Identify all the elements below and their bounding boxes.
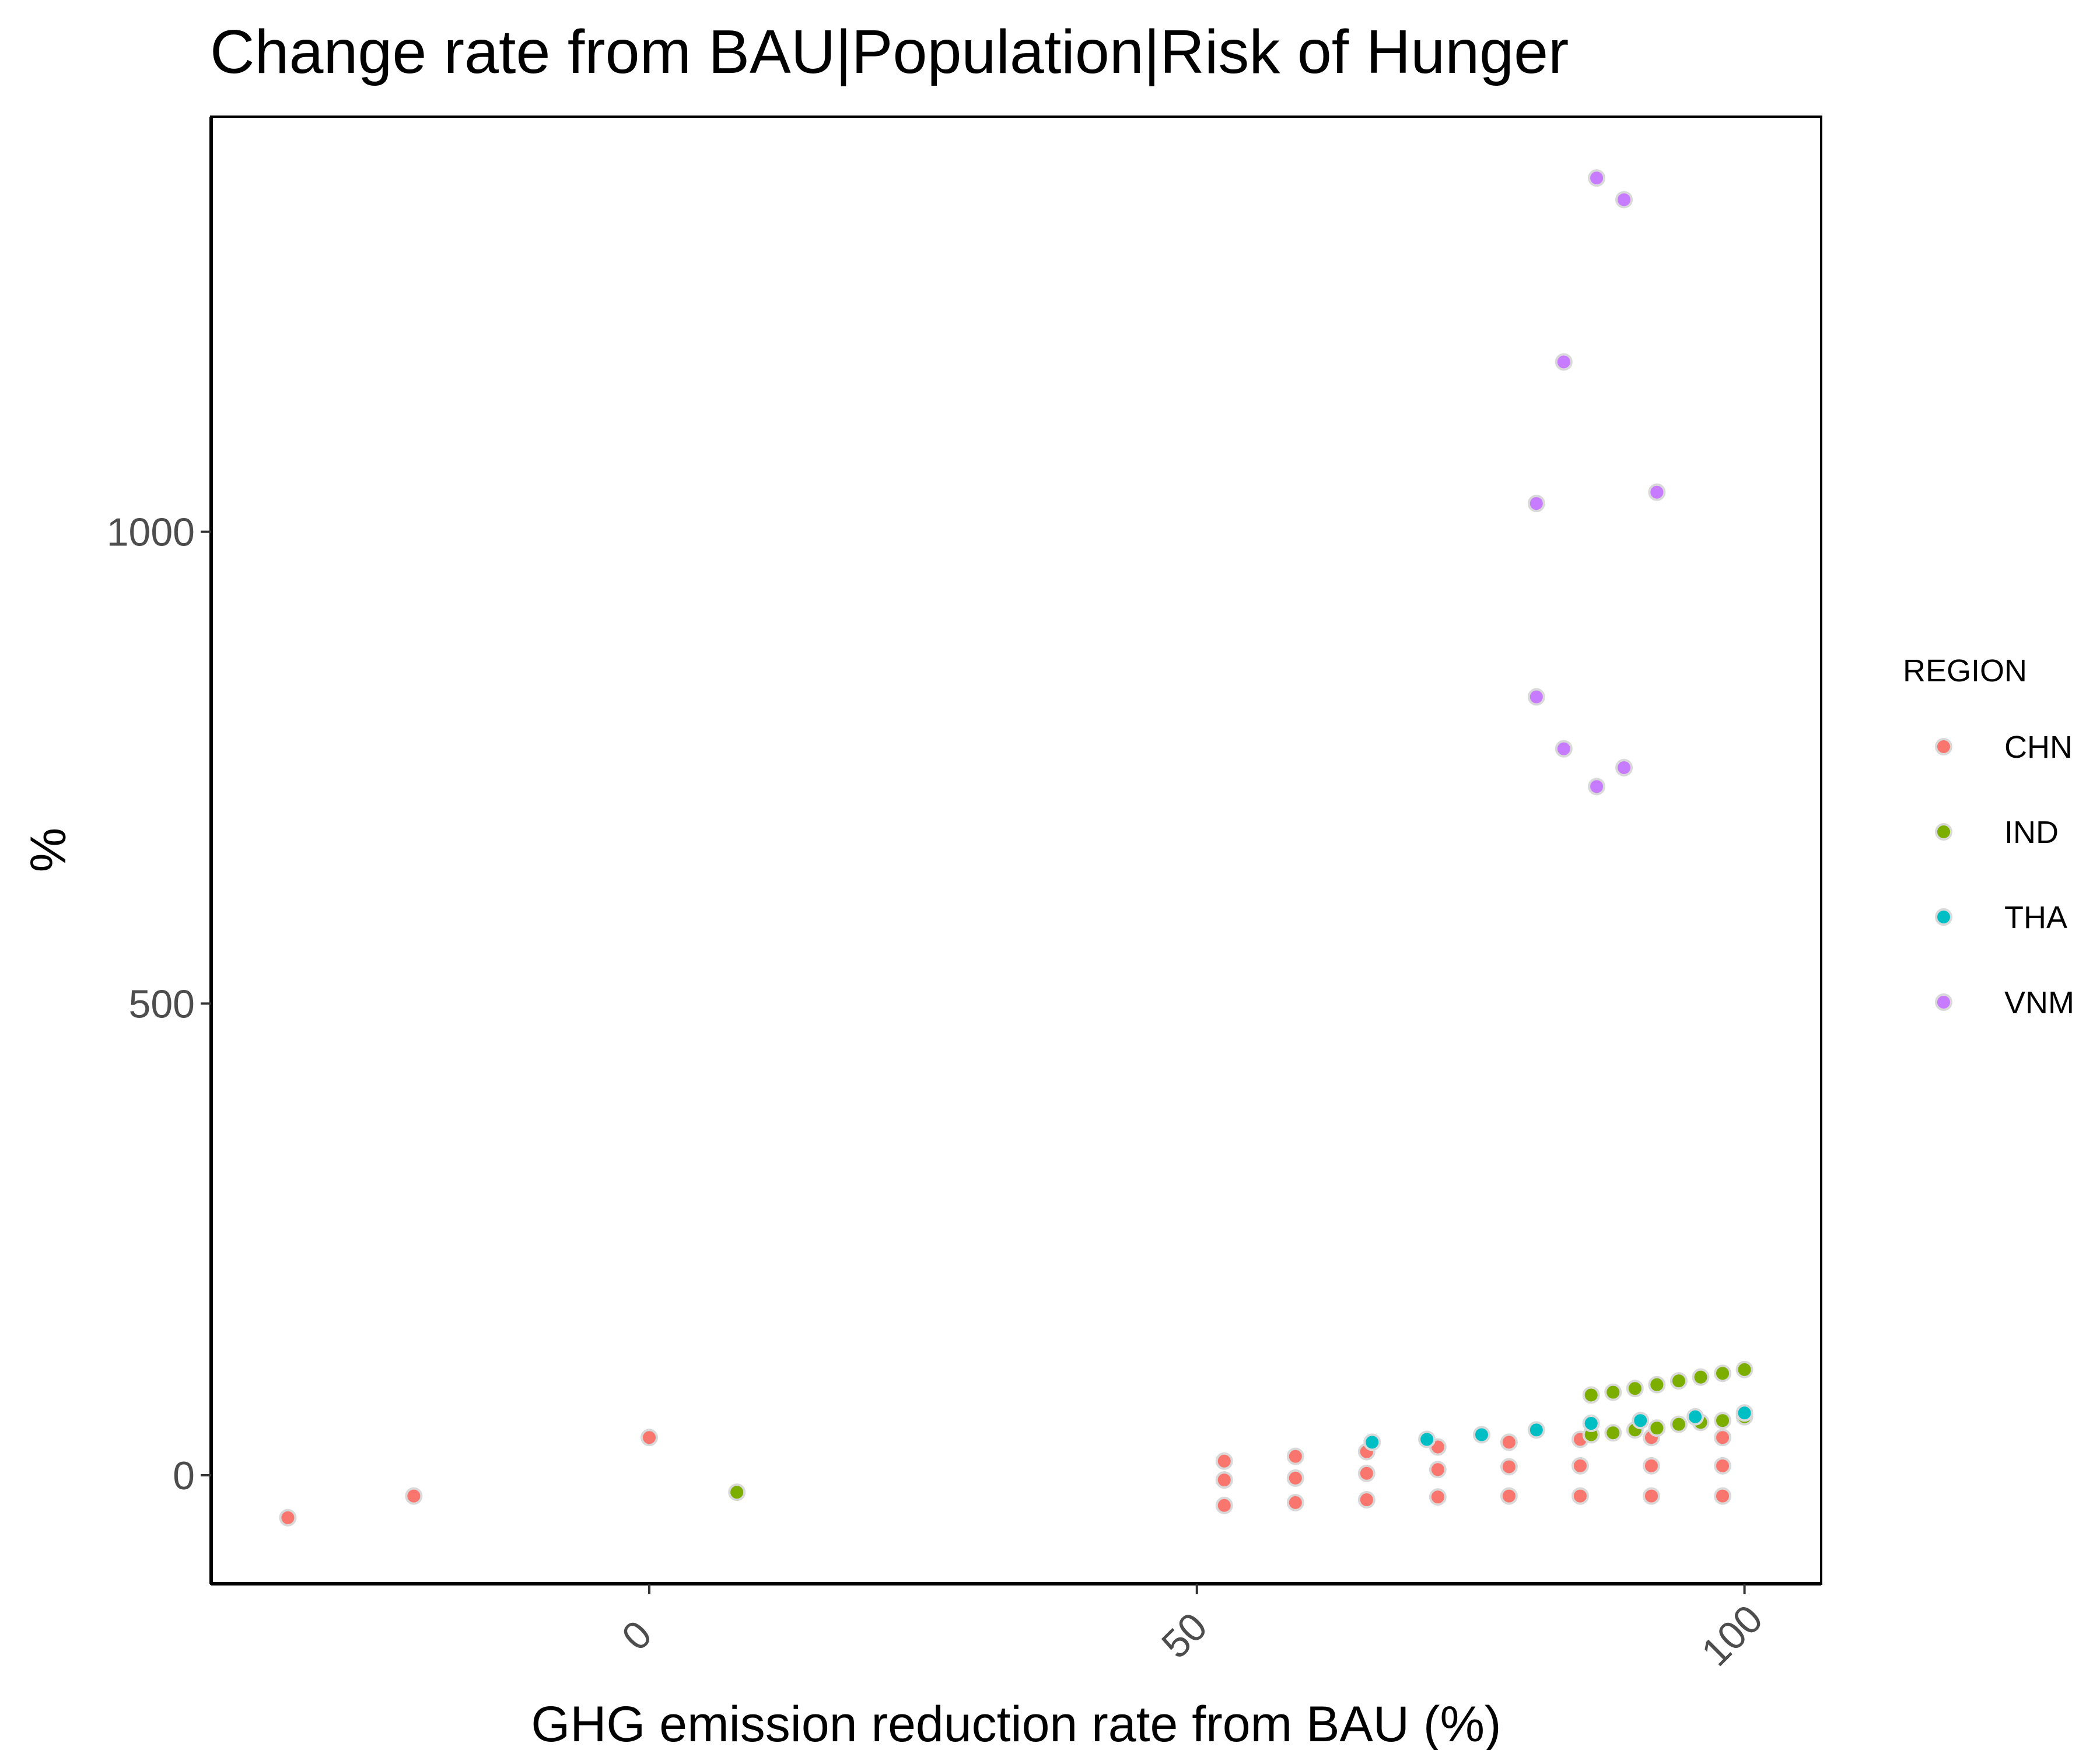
- data-points: [279, 169, 1754, 1527]
- data-point: [1472, 1426, 1490, 1444]
- data-point: [1429, 1461, 1447, 1479]
- legend-item-chn: CHN: [1935, 730, 2073, 765]
- data-point: [1714, 1412, 1732, 1430]
- x-tick-label: 100: [1693, 1597, 1771, 1675]
- data-point: [1357, 1491, 1376, 1509]
- data-point: [1648, 1376, 1666, 1394]
- data-point: [728, 1483, 746, 1502]
- data-point: [1735, 1360, 1754, 1378]
- data-point: [640, 1429, 659, 1447]
- data-point: [1642, 1487, 1660, 1505]
- data-point: [1500, 1433, 1518, 1451]
- data-point: [1555, 353, 1573, 371]
- legend-label: THA: [2004, 900, 2067, 935]
- legend-item-vnm: VNM: [1935, 985, 2074, 1020]
- data-point: [1418, 1430, 1436, 1448]
- data-point: [1286, 1447, 1304, 1465]
- legend: REGION CHN IND THA VNM: [1903, 653, 2074, 1020]
- data-point: [1582, 1415, 1600, 1433]
- data-point: [1588, 169, 1606, 187]
- data-point: [279, 1508, 297, 1527]
- data-point: [1571, 1487, 1589, 1505]
- data-point: [1500, 1458, 1518, 1476]
- y-tick-label: 0: [173, 1454, 195, 1498]
- x-axis-title: GHG emission reduction rate from BAU (%): [531, 1696, 1501, 1750]
- x-tick-label: 50: [1153, 1604, 1216, 1667]
- legend-key: [1935, 823, 1952, 841]
- data-point: [1357, 1464, 1376, 1482]
- y-tick-label: 500: [129, 982, 195, 1026]
- series-chn: [279, 1429, 1732, 1527]
- data-point: [1571, 1457, 1589, 1475]
- legend-title: REGION: [1903, 653, 2027, 688]
- y-tick-label: 1000: [107, 510, 195, 555]
- data-point: [1692, 1368, 1710, 1386]
- legend-item-ind: IND: [1935, 815, 2059, 850]
- data-point: [1642, 1457, 1660, 1475]
- data-point: [1615, 191, 1633, 209]
- data-point: [1626, 1380, 1644, 1398]
- data-point: [405, 1487, 423, 1505]
- data-point: [1632, 1412, 1650, 1430]
- data-point: [1286, 1469, 1304, 1487]
- data-point: [1286, 1493, 1304, 1511]
- legend-item-tha: THA: [1935, 900, 2067, 935]
- data-point: [1714, 1429, 1732, 1447]
- series-ind: [728, 1360, 1754, 1502]
- data-point: [1604, 1424, 1622, 1442]
- series-vnm: [1527, 169, 1666, 796]
- data-point: [1648, 1419, 1666, 1437]
- data-point: [1714, 1457, 1732, 1475]
- data-point: [1215, 1496, 1233, 1514]
- legend-label: VNM: [2004, 985, 2074, 1020]
- legend-key: [1935, 738, 1952, 755]
- data-point: [1363, 1433, 1381, 1451]
- y-axis-title: %: [20, 828, 76, 872]
- data-point: [1648, 483, 1666, 501]
- data-point: [1735, 1404, 1754, 1422]
- data-point: [1215, 1471, 1233, 1489]
- data-point: [1527, 1421, 1545, 1439]
- data-point: [1714, 1364, 1732, 1382]
- data-point: [1429, 1488, 1447, 1506]
- data-point: [1215, 1452, 1233, 1470]
- data-point: [1615, 758, 1633, 776]
- data-point: [1555, 740, 1573, 758]
- legend-key: [1935, 993, 1952, 1011]
- data-point: [1527, 495, 1545, 513]
- data-point: [1500, 1487, 1518, 1505]
- data-point: [1527, 688, 1545, 706]
- x-tick-label: 0: [614, 1612, 660, 1658]
- legend-label: IND: [2004, 815, 2059, 850]
- data-point: [1588, 778, 1606, 796]
- legend-key: [1935, 908, 1952, 926]
- data-point: [1714, 1487, 1732, 1505]
- legend-label: CHN: [2004, 730, 2073, 765]
- data-point: [1686, 1408, 1704, 1426]
- data-point: [1604, 1383, 1622, 1401]
- data-point: [1670, 1415, 1688, 1433]
- chart-title: Change rate from BAU|Population|Risk of …: [210, 18, 1569, 86]
- plot-panel-border: [210, 116, 1822, 1585]
- data-point: [1582, 1386, 1600, 1404]
- data-point: [1670, 1372, 1688, 1390]
- series-tha: [1363, 1404, 1754, 1451]
